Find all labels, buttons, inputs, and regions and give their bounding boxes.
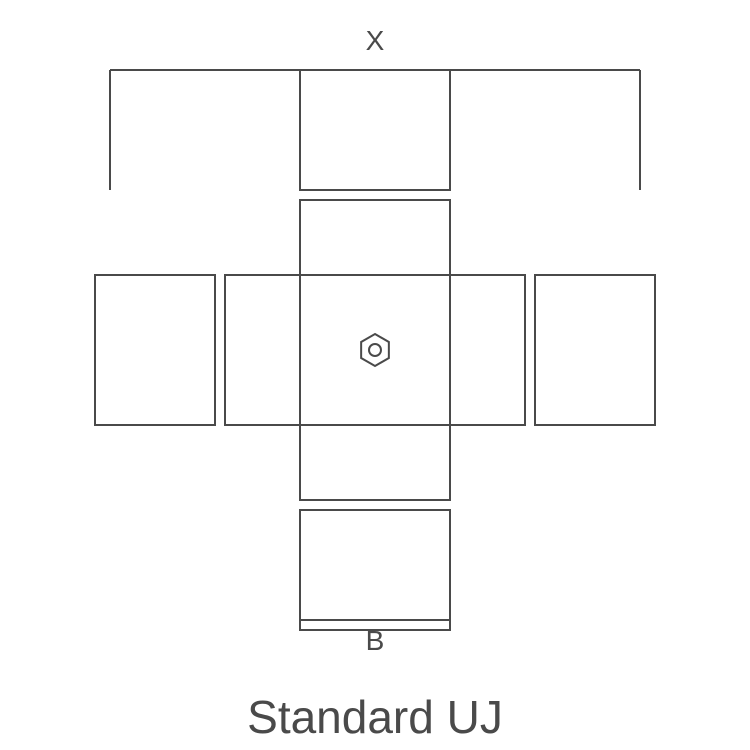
dim-x-label: X: [366, 25, 385, 56]
caption: Standard UJ: [0, 690, 750, 744]
cap-left: [95, 275, 215, 425]
center-hole: [369, 344, 381, 356]
cap-bottom: [300, 510, 450, 630]
cap-right: [535, 275, 655, 425]
dim-b-label: B: [366, 625, 385, 656]
cap-top: [300, 70, 450, 190]
cross-body: [225, 200, 525, 500]
center-hex: [361, 334, 389, 366]
